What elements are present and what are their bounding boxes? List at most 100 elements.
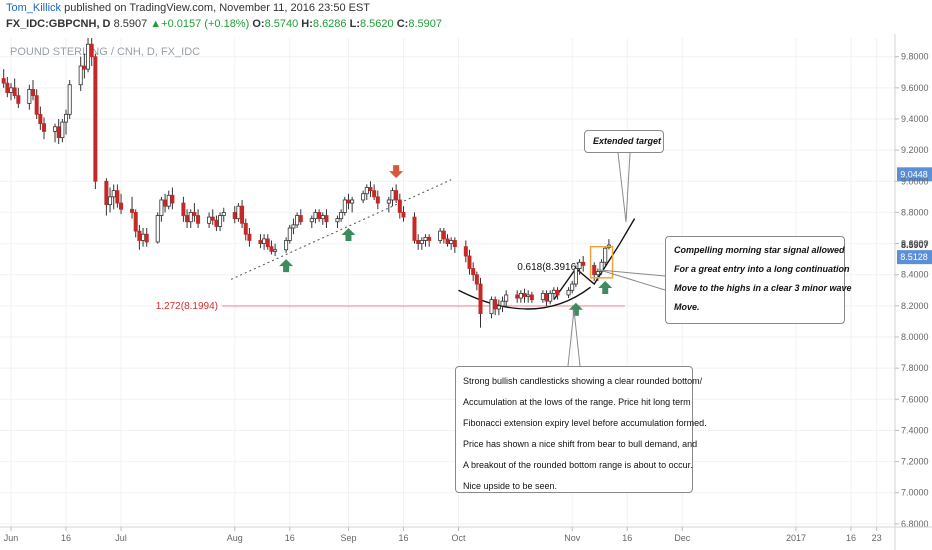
- price-axis-label: 9.6000: [901, 83, 929, 93]
- candle-bearish: [42, 123, 47, 132]
- candle-bullish: [221, 212, 226, 216]
- candle-bearish: [137, 230, 142, 241]
- candle-bullish: [386, 199, 391, 204]
- close-label: C:: [396, 18, 409, 30]
- price-tag-label: 9.0448: [900, 169, 928, 179]
- candle-bearish: [581, 261, 586, 266]
- arrow-up-icon: [598, 280, 613, 294]
- candle-bearish: [463, 246, 468, 257]
- candle-bullish: [291, 224, 296, 229]
- candle-bullish: [9, 87, 14, 93]
- accumulation-note[interactable]: Strong bullish candlesticks showing a cl…: [455, 366, 707, 493]
- candle-bearish: [133, 212, 138, 232]
- candle-bearish: [529, 294, 534, 301]
- candlestick-chart[interactable]: POUND STERLING / CNH, D, FX_IDC 1.272(8.…: [0, 34, 932, 550]
- note-line: Accumulation at the lows of the range. P…: [463, 397, 691, 407]
- candle-bullish: [159, 199, 164, 216]
- published-text: published on TradingView.com, November 1…: [64, 2, 371, 14]
- candle-bearish: [592, 264, 597, 276]
- candle-bearish: [452, 240, 457, 248]
- candle-bearish: [214, 219, 219, 227]
- time-axis[interactable]: Jun 16 Jul Aug 16 Sep 16 Oct Nov 16 Dec 2017 16 23: [0, 526, 932, 543]
- candle-bullish: [599, 261, 604, 272]
- candle-bearish: [119, 202, 124, 210]
- candle-bearish: [401, 212, 406, 218]
- candle-bullish: [577, 261, 582, 269]
- candle-bearish: [427, 236, 432, 241]
- price-tag-bg: [897, 250, 932, 265]
- extended-target-text: Extended target: [593, 136, 662, 146]
- price-axis-label: 9.8000: [901, 52, 929, 62]
- wave-projection-line: [553, 218, 636, 301]
- callout-pointer-morning-star: [599, 269, 666, 291]
- candle-bearish: [368, 187, 373, 192]
- candle-bearish: [243, 222, 248, 235]
- low-value: 8.5620: [360, 18, 394, 30]
- candle-bearish: [258, 240, 263, 244]
- note-line: Fibonacci extension expiry level before …: [463, 418, 707, 428]
- low-label: L:: [349, 18, 360, 30]
- candle-bullish: [573, 268, 578, 285]
- note-line: Price has shown a nice shift from bear t…: [463, 439, 698, 449]
- candle-bullish: [60, 121, 65, 139]
- price-tag-bg: [897, 167, 932, 182]
- open-value: 8.5740: [264, 18, 299, 30]
- note-line: Move.: [674, 302, 700, 312]
- extended-target-note[interactable]: Extended target: [584, 130, 664, 153]
- change-up-icon: ▲: [150, 18, 162, 30]
- price-axis-label: 7.2000: [901, 457, 929, 467]
- arrow-up-icon: [279, 259, 294, 273]
- price-axis-label: 7.4000: [901, 425, 929, 435]
- price-axis[interactable]: 9.8000 9.6000 9.4000 9.2000 9.0000 8.8000 8.60…: [894, 34, 929, 550]
- candle-bearish: [416, 240, 421, 244]
- candle-bullish: [166, 194, 171, 207]
- candle-bearish: [298, 215, 303, 223]
- candle-bearish: [16, 95, 21, 104]
- author-link[interactable]: Tom_Killick: [6, 2, 62, 14]
- candle-bearish: [115, 190, 120, 204]
- candle-bullish: [500, 300, 505, 307]
- morning-star-highlight: [589, 245, 614, 279]
- note-line: Nice upside to be seen.: [463, 481, 558, 491]
- candle-bullish: [339, 212, 344, 220]
- candle-bullish: [236, 205, 241, 220]
- candle-bearish: [93, 56, 98, 182]
- arrow-down-icon: [389, 165, 404, 179]
- candle-bearish: [163, 199, 168, 207]
- candle-bullish: [141, 233, 146, 241]
- morning-star-note[interactable]: Compelling morning star signal allowed F…: [665, 236, 852, 324]
- candle-bearish: [56, 126, 61, 139]
- candle-bearish: [412, 216, 417, 241]
- callout-pointer-accumulation: [567, 309, 581, 367]
- time-axis-label: 23: [872, 533, 882, 543]
- callout-pointer-extended: [617, 152, 631, 223]
- drawings-layer: 1.272(8.1994) 0.618(8.3916): [156, 179, 636, 312]
- candle-bearish: [82, 65, 87, 70]
- price-axis-label: 6.8000: [901, 519, 929, 529]
- candle-bearish: [130, 208, 135, 213]
- candle-bearish: [324, 215, 329, 223]
- price-axis-label: 8.8000: [901, 207, 929, 217]
- symbol-label: FX_IDC:GBPCNH, D: [6, 18, 111, 30]
- close-value: 8.5907: [408, 18, 442, 30]
- candle-bullish: [218, 215, 223, 227]
- candle-bearish: [375, 196, 380, 204]
- note-line: For a great entry into a long continuati…: [674, 264, 850, 274]
- time-axis-label: Oct: [451, 533, 466, 543]
- candle-bullish: [548, 293, 553, 302]
- candle-bearish: [493, 299, 498, 310]
- candle-bearish: [12, 87, 17, 97]
- price-axis-label: 9.4000: [901, 114, 929, 124]
- candle-bearish: [515, 294, 520, 299]
- note-line: Move to the highs in a clear 3 minor wav…: [674, 283, 852, 293]
- candle-bullish: [287, 227, 292, 241]
- candle-bearish: [346, 199, 351, 204]
- candle-bearish: [474, 274, 479, 285]
- candle-bearish: [441, 230, 446, 240]
- candle-bearish: [471, 268, 476, 276]
- candle-bullish: [86, 43, 91, 70]
- high-label: H:: [301, 18, 313, 30]
- candle-bullish: [570, 283, 575, 291]
- candle-bearish: [372, 190, 377, 198]
- candle-bullish: [53, 126, 58, 132]
